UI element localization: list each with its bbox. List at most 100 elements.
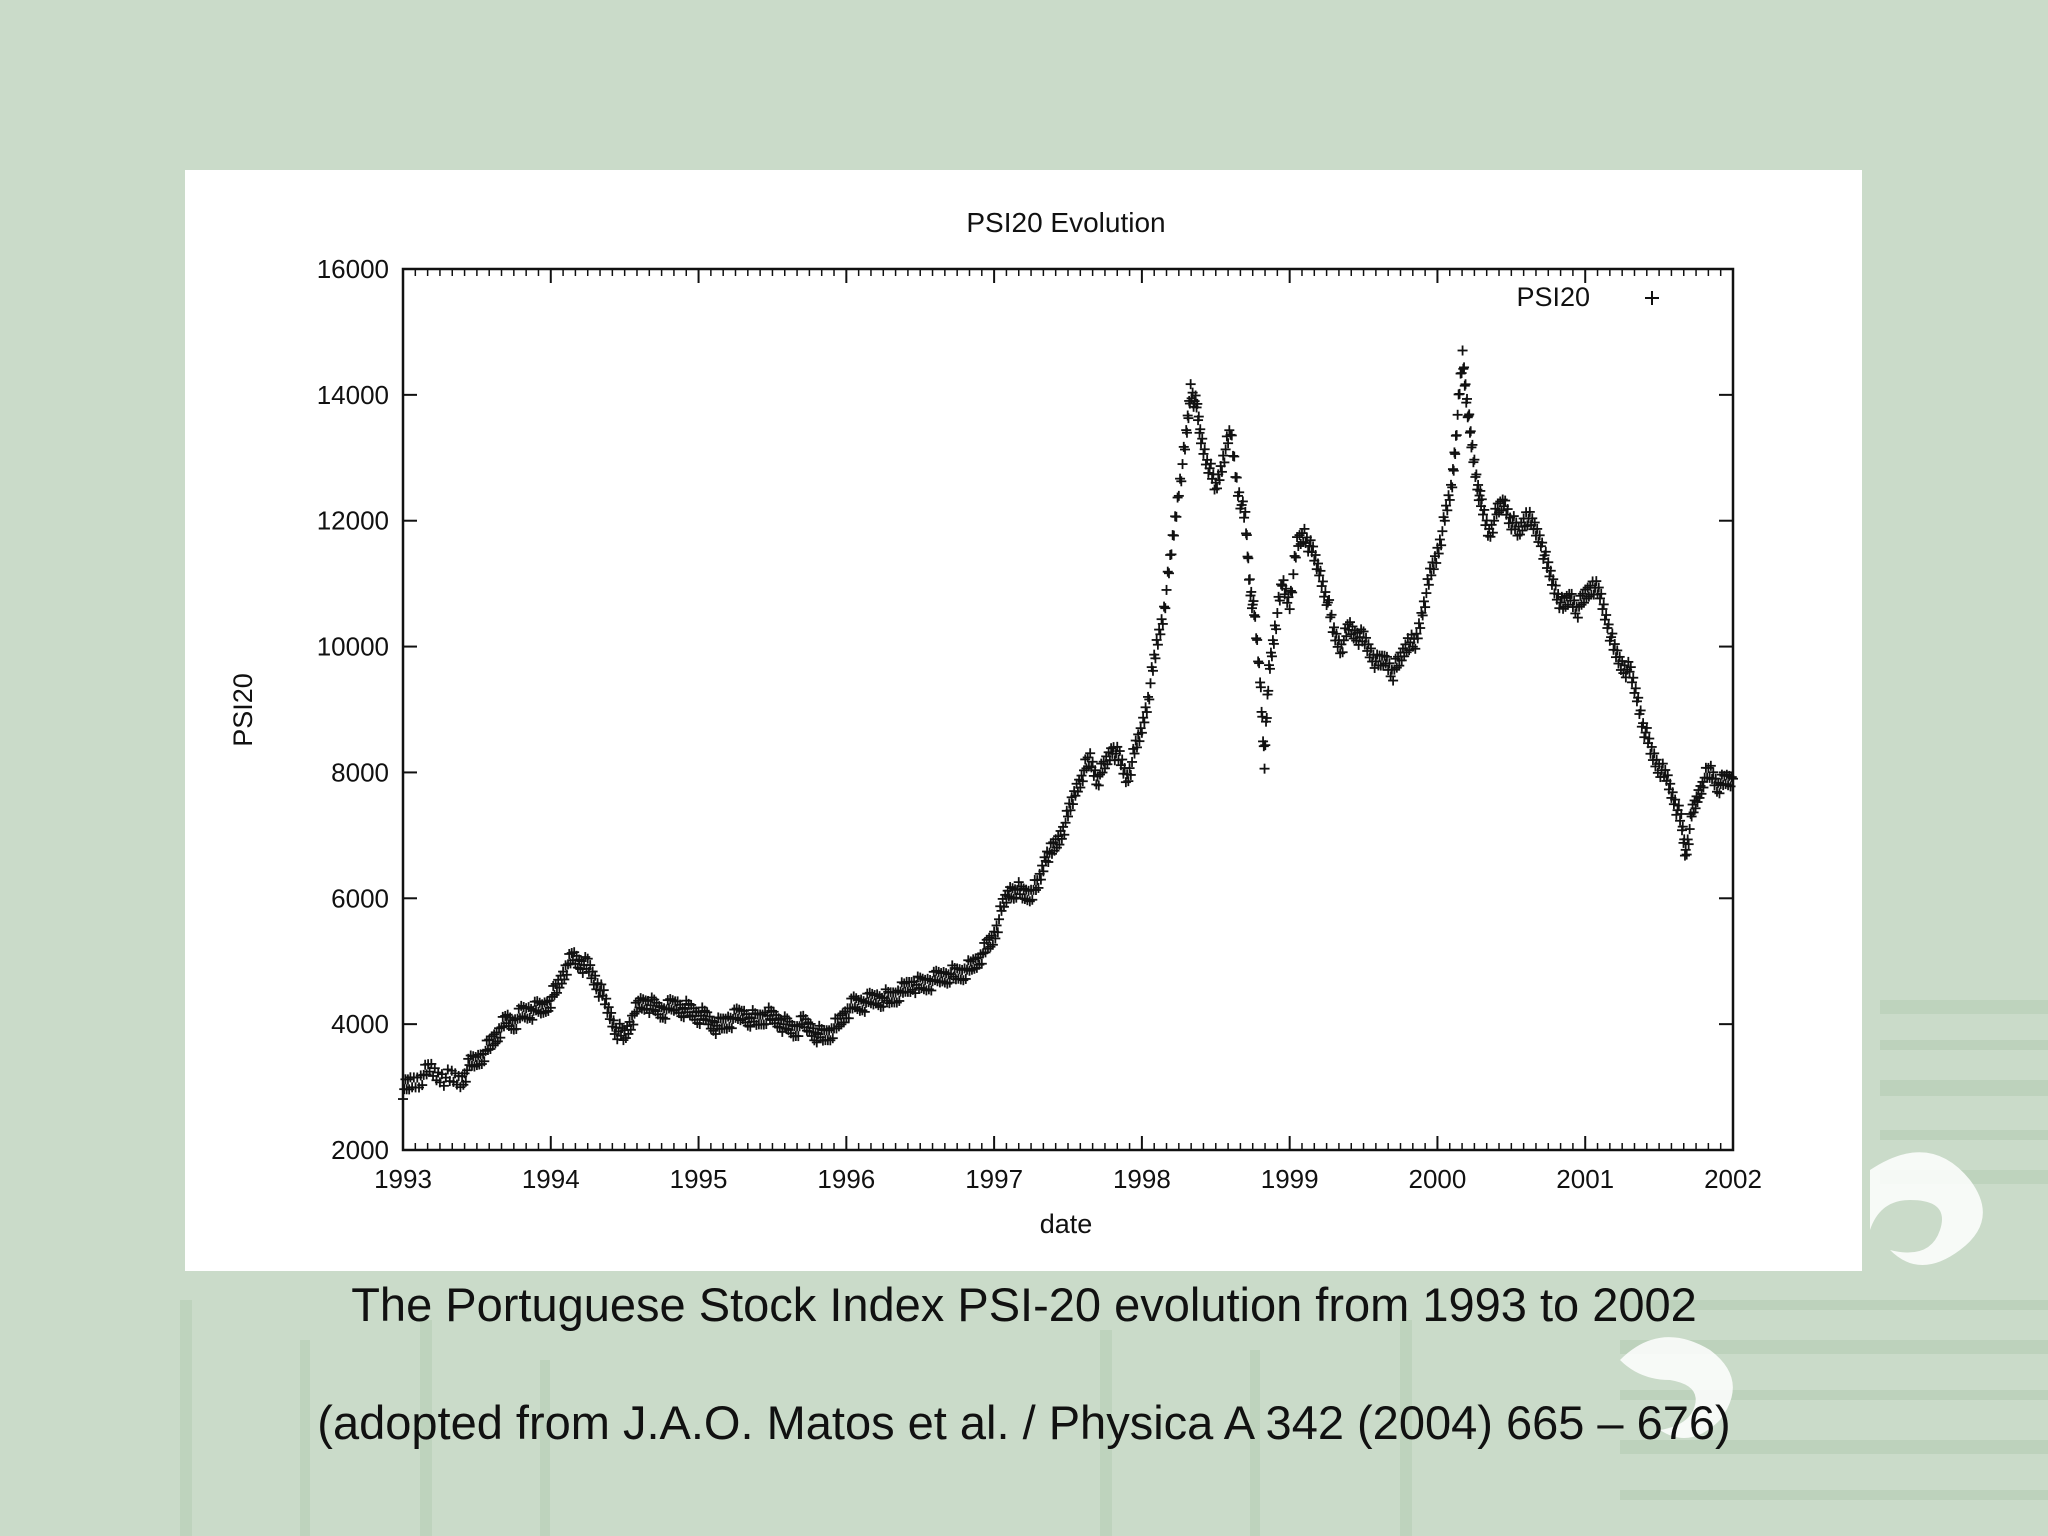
- data-point: [1260, 740, 1271, 751]
- data-point: [1708, 767, 1719, 778]
- data-point: [1443, 490, 1454, 501]
- data-point: [1248, 596, 1259, 607]
- data-point: [1214, 475, 1225, 486]
- data-point: [1415, 623, 1426, 634]
- x-tick-label: 1997: [965, 1164, 1023, 1194]
- data-point: [606, 1007, 617, 1018]
- y-tick-label: 14000: [317, 380, 389, 410]
- data-point: [1459, 362, 1470, 373]
- data-point: [1244, 574, 1255, 585]
- data-point: [825, 1035, 836, 1046]
- data-point: [1331, 628, 1342, 639]
- data-point: [1147, 665, 1158, 676]
- data-point: [726, 1023, 737, 1034]
- data-point: [910, 988, 921, 999]
- data-point: [582, 953, 593, 964]
- data-point: [1635, 705, 1646, 716]
- data-point: [942, 978, 953, 989]
- data-point: [1162, 566, 1173, 577]
- data-point: [1156, 614, 1167, 625]
- data-point: [1457, 345, 1468, 356]
- y-tick-label: 8000: [331, 757, 389, 787]
- data-point: [1314, 570, 1325, 581]
- data-point: [1197, 433, 1208, 444]
- data-point: [1426, 570, 1437, 581]
- data-point: [1226, 430, 1237, 441]
- data-point: [668, 1005, 679, 1016]
- data-point: [1212, 483, 1223, 494]
- data-point: [1540, 546, 1551, 557]
- y-tick-label: 4000: [331, 1009, 389, 1039]
- data-point: [1576, 599, 1587, 610]
- x-tick-label: 2002: [1704, 1164, 1762, 1194]
- x-tick-label: 2000: [1409, 1164, 1467, 1194]
- data-point: [723, 1011, 734, 1022]
- data-point: [1284, 604, 1295, 615]
- data-point: [1475, 485, 1486, 496]
- data-point: [1566, 588, 1577, 599]
- data-point: [864, 987, 875, 998]
- y-tick-label: 10000: [317, 632, 389, 662]
- data-point: [1569, 595, 1580, 606]
- data-point: [1391, 662, 1402, 673]
- data-point: [1639, 732, 1650, 743]
- data-point: [757, 1009, 768, 1020]
- data-point: [1271, 624, 1282, 635]
- axis-ticks: 2000 4000 6000 8000 10000 12000 14000 16000 1993…: [317, 254, 1762, 1194]
- data-point: [1646, 741, 1657, 752]
- data-point: [958, 975, 969, 986]
- data-point: [560, 960, 571, 971]
- data-point: [976, 958, 987, 969]
- data-point: [1436, 540, 1447, 551]
- data-point: [1310, 550, 1321, 561]
- data-point: [1462, 393, 1472, 404]
- chart-title: PSI20 Evolution: [966, 207, 1165, 238]
- data-point: [1418, 596, 1429, 607]
- data-point: [1593, 582, 1604, 593]
- data-point: [1192, 398, 1203, 409]
- data-point: [598, 985, 609, 996]
- data-point: [1172, 492, 1183, 503]
- data-point: [1320, 587, 1331, 598]
- data-point: [1394, 660, 1405, 671]
- data-point: [1143, 691, 1154, 702]
- data-point: [1537, 537, 1548, 548]
- data-point: [1077, 776, 1088, 787]
- y-tick-label: 6000: [331, 883, 389, 913]
- data-point: [601, 993, 612, 1004]
- data-point: [1199, 444, 1210, 455]
- data-point: [1287, 587, 1298, 598]
- data-point: [585, 960, 596, 971]
- data-point: [1329, 622, 1339, 633]
- data-point: [1290, 552, 1301, 563]
- data-point: [1603, 619, 1614, 630]
- data-point: [1204, 463, 1215, 474]
- data-point: [1698, 782, 1709, 793]
- data-point: [500, 1010, 511, 1021]
- data-point: [1129, 748, 1140, 759]
- data-point: [905, 986, 916, 997]
- data-point: [1452, 409, 1463, 420]
- data-point: [665, 994, 676, 1005]
- data-point: [1476, 494, 1487, 505]
- data-point: [590, 970, 601, 981]
- data-point: [1198, 448, 1209, 459]
- data-point: [1239, 512, 1250, 523]
- data-point: [1316, 581, 1327, 592]
- data-point: [1437, 526, 1448, 537]
- data-point: [1677, 821, 1688, 832]
- data-point: [966, 964, 977, 975]
- data-point: [1696, 788, 1707, 799]
- data-point: [1325, 612, 1336, 623]
- data-point: [1205, 458, 1216, 469]
- data-point: [1196, 438, 1206, 449]
- data-point: [1644, 733, 1655, 744]
- data-point: [1641, 722, 1652, 733]
- data-point: [1439, 515, 1450, 526]
- data-point: [1591, 576, 1602, 587]
- data-point: [1087, 756, 1098, 767]
- data-point: [1261, 712, 1272, 723]
- data-point: [794, 1021, 805, 1032]
- data-point: [731, 1003, 742, 1014]
- data-point: [551, 987, 562, 998]
